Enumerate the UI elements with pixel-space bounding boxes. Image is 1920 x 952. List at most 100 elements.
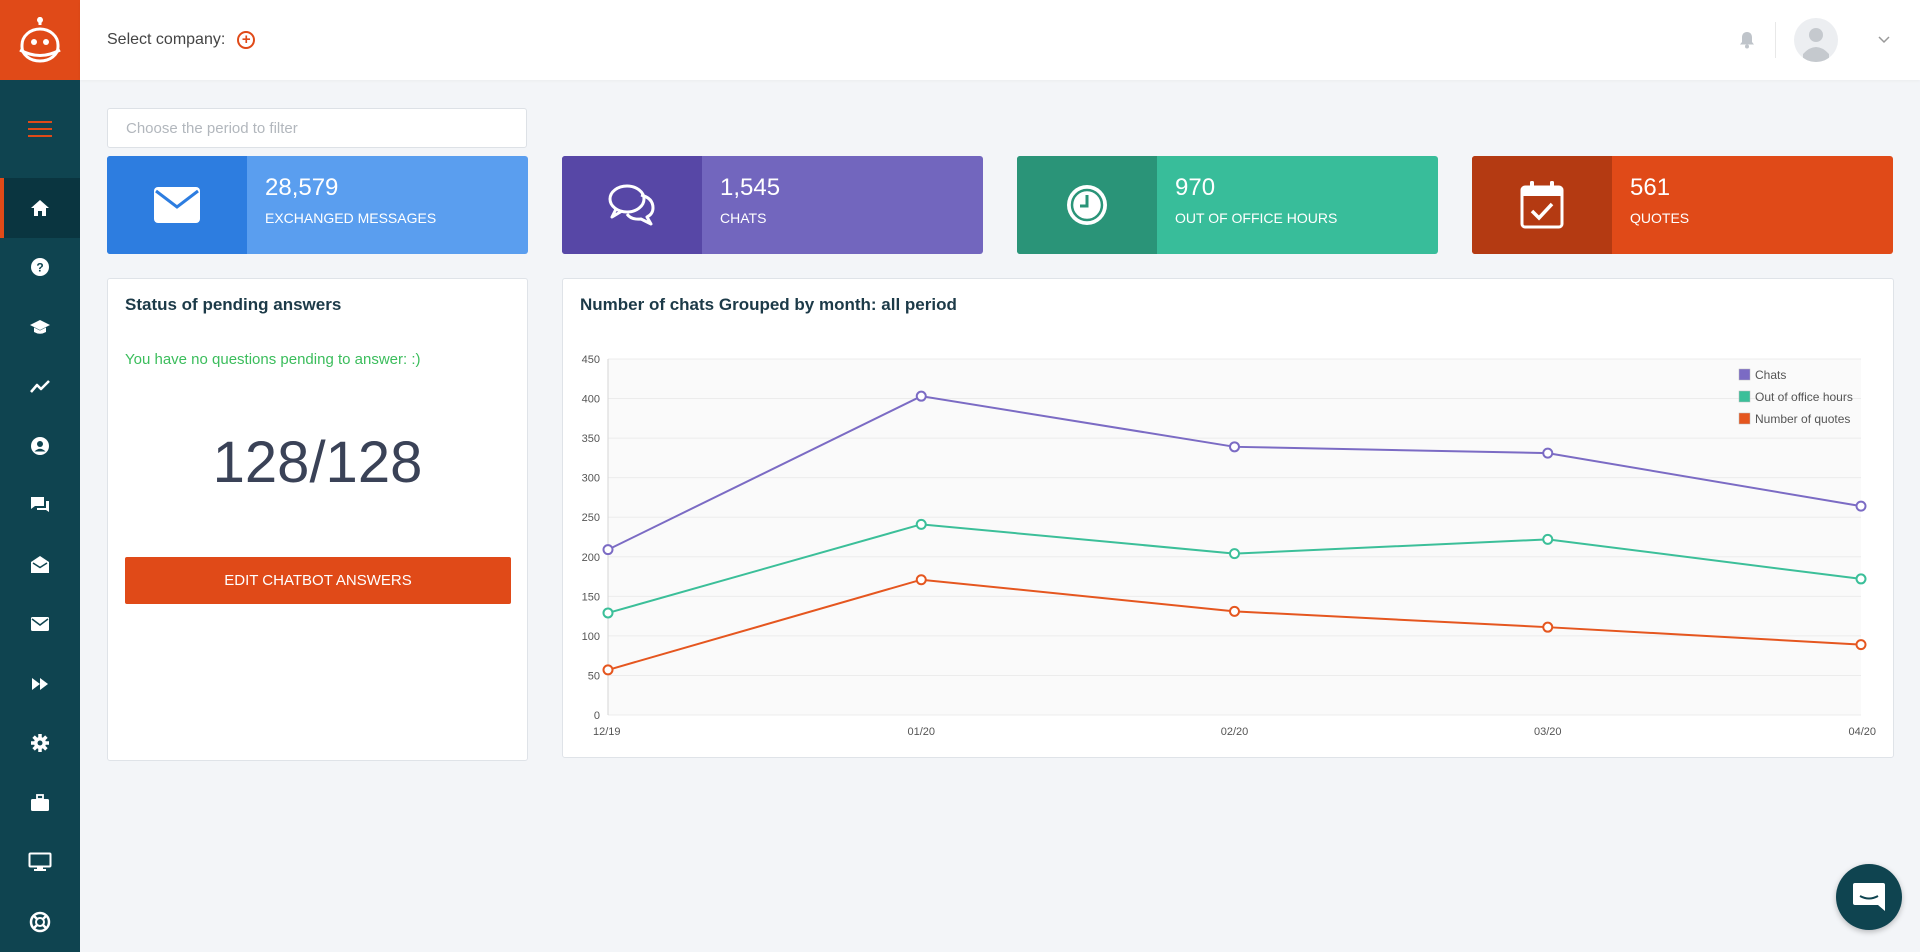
data-point	[602, 664, 614, 676]
sidebar-item-business[interactable]	[0, 773, 80, 833]
data-point	[1229, 548, 1240, 560]
monitor-icon	[28, 852, 52, 872]
inbox-icon	[31, 555, 49, 573]
stat-icon-box	[107, 156, 247, 254]
stat-value: 561	[1630, 174, 1671, 201]
pending-answers-card: Status of pending answers You have no qu…	[107, 278, 528, 761]
y-tick-label: 150	[582, 591, 600, 603]
notification-bell-icon[interactable]	[1727, 20, 1767, 60]
y-tick-label: 200	[582, 552, 600, 564]
calendar-check-icon	[1520, 181, 1564, 229]
data-point	[1542, 533, 1554, 545]
add-company-icon[interactable]: +	[237, 31, 256, 49]
chats-chart-card: Number of chats Grouped by month: all pe…	[562, 278, 1894, 758]
data-point	[602, 544, 614, 556]
sidebar-item-display[interactable]	[0, 833, 80, 893]
header-divider	[1775, 22, 1776, 58]
fast-forward-icon	[32, 677, 48, 690]
legend-swatch	[1738, 412, 1751, 425]
data-point	[1229, 605, 1240, 617]
briefcase-icon	[31, 793, 49, 811]
stat-card-chats: 1,545 CHATS	[562, 156, 983, 254]
data-point	[915, 518, 927, 530]
top-right-controls	[1727, 0, 1920, 80]
sidebar-item-training[interactable]	[0, 297, 80, 357]
settings-icon	[31, 734, 49, 753]
y-tick-label: 350	[582, 433, 600, 445]
trend-icon	[30, 380, 50, 394]
sidebar-item-profile[interactable]	[0, 416, 80, 476]
sidebar-item-analytics[interactable]	[0, 357, 80, 417]
data-point	[915, 574, 927, 586]
chat-icon	[31, 497, 49, 513]
y-tick-label: 100	[582, 631, 600, 643]
stat-value: 28,579	[265, 174, 339, 201]
data-point	[602, 607, 614, 619]
stat-label: OUT OF OFFICE HOURS	[1175, 210, 1338, 226]
stat-icon-box	[1017, 156, 1157, 254]
menu-icon[interactable]	[0, 80, 80, 178]
chat-bubble-icon	[1853, 883, 1885, 911]
sidebar-item-inbox[interactable]	[0, 535, 80, 595]
data-point	[1542, 621, 1554, 633]
chart-title: Number of chats Grouped by month: all pe…	[580, 295, 957, 314]
sidebar-item-settings[interactable]	[0, 714, 80, 774]
app-logo[interactable]	[0, 0, 80, 80]
pending-status-message: You have no questions pending to answer:…	[125, 351, 421, 368]
plot-area	[608, 359, 1861, 715]
clock-icon	[1067, 185, 1107, 225]
sidebar-item-support[interactable]	[0, 892, 80, 952]
stat-icon-box	[562, 156, 702, 254]
x-tick-label: 12/19	[593, 726, 621, 738]
top-bar: Select company: +	[80, 0, 1920, 80]
data-point	[1542, 447, 1554, 459]
sidebar-item-forward[interactable]	[0, 654, 80, 714]
pending-answers-title: Status of pending answers	[125, 295, 342, 314]
stat-card-out-of-office: 970 OUT OF OFFICE HOURS	[1017, 156, 1438, 254]
data-point	[1855, 500, 1867, 512]
user-avatar[interactable]	[1794, 18, 1838, 62]
chevron-down-icon[interactable]	[1878, 33, 1890, 47]
x-tick-label: 01/20	[907, 726, 935, 738]
stat-value: 1,545	[720, 174, 781, 201]
envelope-icon	[154, 187, 200, 223]
lifebuoy-icon	[29, 911, 51, 932]
chat-bubbles-icon	[608, 184, 655, 226]
stat-label: CHATS	[720, 210, 767, 226]
y-tick-label: 300	[582, 473, 600, 485]
y-tick-label: 250	[582, 512, 600, 524]
x-tick-label: 04/20	[1848, 726, 1876, 738]
sidebar-item-mail[interactable]	[0, 595, 80, 655]
stat-label: EXCHANGED MESSAGES	[265, 210, 437, 226]
x-tick-label: 03/20	[1534, 726, 1562, 738]
line-chart: 0 50 100 150 200 250 300 350 400 450 12/19 01/20 02/…	[582, 354, 1876, 738]
sidebar-item-chats[interactable]	[0, 476, 80, 536]
home-icon	[31, 199, 49, 216]
chat-widget-button[interactable]	[1836, 864, 1902, 930]
period-filter-input[interactable]	[107, 108, 527, 148]
data-point	[1855, 639, 1867, 651]
data-point	[915, 390, 927, 402]
graduation-cap-icon	[30, 319, 50, 334]
legend-swatch	[1738, 368, 1751, 381]
user-silhouette-icon	[1803, 28, 1829, 62]
y-tick-label: 50	[588, 670, 600, 682]
stat-label: QUOTES	[1630, 210, 1690, 226]
y-tick-label: 450	[582, 354, 600, 366]
x-tick-label: 02/20	[1221, 726, 1249, 738]
y-tick-label: 400	[582, 394, 600, 406]
legend-swatch	[1738, 390, 1751, 403]
svg-text:?: ?	[36, 261, 43, 275]
robot-logo-icon	[19, 17, 61, 63]
sidebar-item-help[interactable]: ?	[0, 238, 80, 298]
y-tick-label: 0	[594, 710, 600, 722]
data-point	[1229, 441, 1240, 453]
sidebar-item-home[interactable]	[0, 178, 80, 238]
stat-card-quotes: 561 QUOTES	[1472, 156, 1893, 254]
edit-chatbot-answers-button[interactable]: EDIT CHATBOT ANSWERS	[125, 557, 511, 604]
mail-icon	[31, 617, 49, 632]
legend-label: Chats	[1755, 368, 1786, 382]
help-icon: ?	[31, 258, 49, 277]
sidebar-nav: ?	[0, 80, 80, 952]
data-point	[1855, 573, 1867, 585]
